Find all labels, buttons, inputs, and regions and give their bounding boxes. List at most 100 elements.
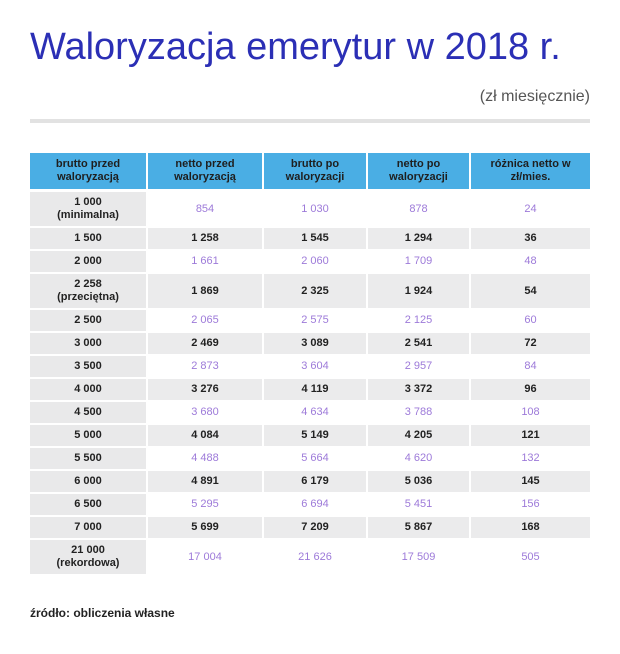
amount-label: 21 000 [71, 544, 105, 556]
cell-netto-po: 17 509 [368, 540, 471, 576]
cell-brutto-przed: 5 000 [30, 425, 148, 448]
cell-brutto-po: 6 694 [264, 494, 368, 517]
cell-netto-przed: 3 680 [148, 402, 264, 425]
cell-roznica: 121 [471, 425, 590, 448]
header-brutto-po: brutto po waloryzacji [264, 153, 368, 192]
cell-brutto-przed: 7 000 [30, 517, 148, 540]
header-brutto-przed: brutto przed waloryzacją [30, 153, 148, 192]
cell-roznica: 108 [471, 402, 590, 425]
cell-netto-po: 3 372 [368, 379, 471, 402]
table-row: 4 500 3 680 4 634 3 788 108 [30, 402, 590, 425]
amount-label: 5 500 [74, 452, 102, 464]
header-netto-przed: netto przed waloryzacją [148, 153, 264, 192]
cell-netto-przed: 1 661 [148, 251, 264, 274]
cell-brutto-przed: 3 500 [30, 356, 148, 379]
cell-brutto-przed: 4 000 [30, 379, 148, 402]
table-row: 7 000 5 699 7 209 5 867 168 [30, 517, 590, 540]
cell-netto-po: 5 036 [368, 471, 471, 494]
cell-netto-po: 4 205 [368, 425, 471, 448]
amount-label: 2 500 [74, 314, 102, 326]
cell-brutto-po: 5 149 [264, 425, 368, 448]
cell-netto-przed: 854 [148, 192, 264, 228]
table-row: 2 000 1 661 2 060 1 709 48 [30, 251, 590, 274]
cell-roznica: 132 [471, 448, 590, 471]
cell-roznica: 96 [471, 379, 590, 402]
table-row: 2 500 2 065 2 575 2 125 60 [30, 310, 590, 333]
source-note: źródło: obliczenia własne [30, 606, 175, 620]
cell-brutto-po: 7 209 [264, 517, 368, 540]
cell-netto-przed: 5 699 [148, 517, 264, 540]
cell-brutto-po: 1 030 [264, 192, 368, 228]
cell-netto-po: 2 957 [368, 356, 471, 379]
cell-roznica: 84 [471, 356, 590, 379]
cell-brutto-po: 4 634 [264, 402, 368, 425]
cell-brutto-przed: 2 000 [30, 251, 148, 274]
cell-roznica: 24 [471, 192, 590, 228]
cell-roznica: 156 [471, 494, 590, 517]
cell-brutto-przed: 6 500 [30, 494, 148, 517]
cell-netto-po: 5 867 [368, 517, 471, 540]
cell-netto-przed: 3 276 [148, 379, 264, 402]
amount-note: (rekordowa) [56, 557, 120, 569]
amount-label: 4 000 [74, 383, 102, 395]
amount-label: 1 500 [74, 232, 102, 244]
header-netto-po: netto po waloryzacji [368, 153, 471, 192]
cell-netto-przed: 4 891 [148, 471, 264, 494]
cell-brutto-po: 3 089 [264, 333, 368, 356]
table-row: 5 000 4 084 5 149 4 205 121 [30, 425, 590, 448]
cell-brutto-po: 2 325 [264, 274, 368, 310]
amount-label: 4 500 [74, 406, 102, 418]
cell-brutto-po: 4 119 [264, 379, 368, 402]
cell-brutto-po: 1 545 [264, 228, 368, 251]
cell-brutto-po: 21 626 [264, 540, 368, 576]
table-row: 1 500 1 258 1 545 1 294 36 [30, 228, 590, 251]
cell-brutto-po: 2 575 [264, 310, 368, 333]
cell-roznica: 505 [471, 540, 590, 576]
cell-roznica: 168 [471, 517, 590, 540]
cell-brutto-po: 5 664 [264, 448, 368, 471]
cell-netto-przed: 1 869 [148, 274, 264, 310]
amount-note: (minimalna) [57, 209, 119, 221]
cell-brutto-przed: 2 500 [30, 310, 148, 333]
cell-brutto-przed: 2 258 (przeciętna) [30, 274, 148, 310]
cell-brutto-przed: 1 500 [30, 228, 148, 251]
amount-label: 3 500 [74, 360, 102, 372]
cell-netto-przed: 2 065 [148, 310, 264, 333]
cell-roznica: 72 [471, 333, 590, 356]
table-row: 21 000 (rekordowa) 17 004 21 626 17 509 505 [30, 540, 590, 576]
cell-brutto-po: 2 060 [264, 251, 368, 274]
cell-brutto-przed: 5 500 [30, 448, 148, 471]
cell-brutto-przed: 21 000 (rekordowa) [30, 540, 148, 576]
cell-roznica: 36 [471, 228, 590, 251]
cell-netto-po: 4 620 [368, 448, 471, 471]
table-header-row: brutto przed waloryzacją netto przed wal… [30, 153, 590, 192]
amount-label: 7 000 [74, 521, 102, 533]
cell-brutto-przed: 1 000 (minimalna) [30, 192, 148, 228]
cell-roznica: 48 [471, 251, 590, 274]
table-row: 6 000 4 891 6 179 5 036 145 [30, 471, 590, 494]
amount-label: 3 000 [74, 337, 102, 349]
cell-brutto-przed: 6 000 [30, 471, 148, 494]
unit-subtitle: (zł miesięcznie) [479, 88, 590, 105]
cell-brutto-po: 3 604 [264, 356, 368, 379]
table-row: 5 500 4 488 5 664 4 620 132 [30, 448, 590, 471]
cell-netto-przed: 2 873 [148, 356, 264, 379]
table-row: 1 000 (minimalna) 854 1 030 878 24 [30, 192, 590, 228]
table-row: 3 500 2 873 3 604 2 957 84 [30, 356, 590, 379]
cell-netto-po: 2 125 [368, 310, 471, 333]
cell-roznica: 54 [471, 274, 590, 310]
amount-label: 5 000 [74, 429, 102, 441]
cell-roznica: 145 [471, 471, 590, 494]
table-row: 3 000 2 469 3 089 2 541 72 [30, 333, 590, 356]
divider [30, 119, 590, 123]
amount-note: (przeciętna) [57, 291, 119, 303]
cell-netto-przed: 1 258 [148, 228, 264, 251]
amount-label: 1 000 [74, 196, 102, 208]
amount-label: 2 258 [74, 278, 102, 290]
cell-netto-po: 5 451 [368, 494, 471, 517]
cell-netto-po: 1 294 [368, 228, 471, 251]
cell-netto-przed: 4 084 [148, 425, 264, 448]
cell-netto-po: 878 [368, 192, 471, 228]
cell-netto-po: 1 924 [368, 274, 471, 310]
cell-netto-po: 1 709 [368, 251, 471, 274]
